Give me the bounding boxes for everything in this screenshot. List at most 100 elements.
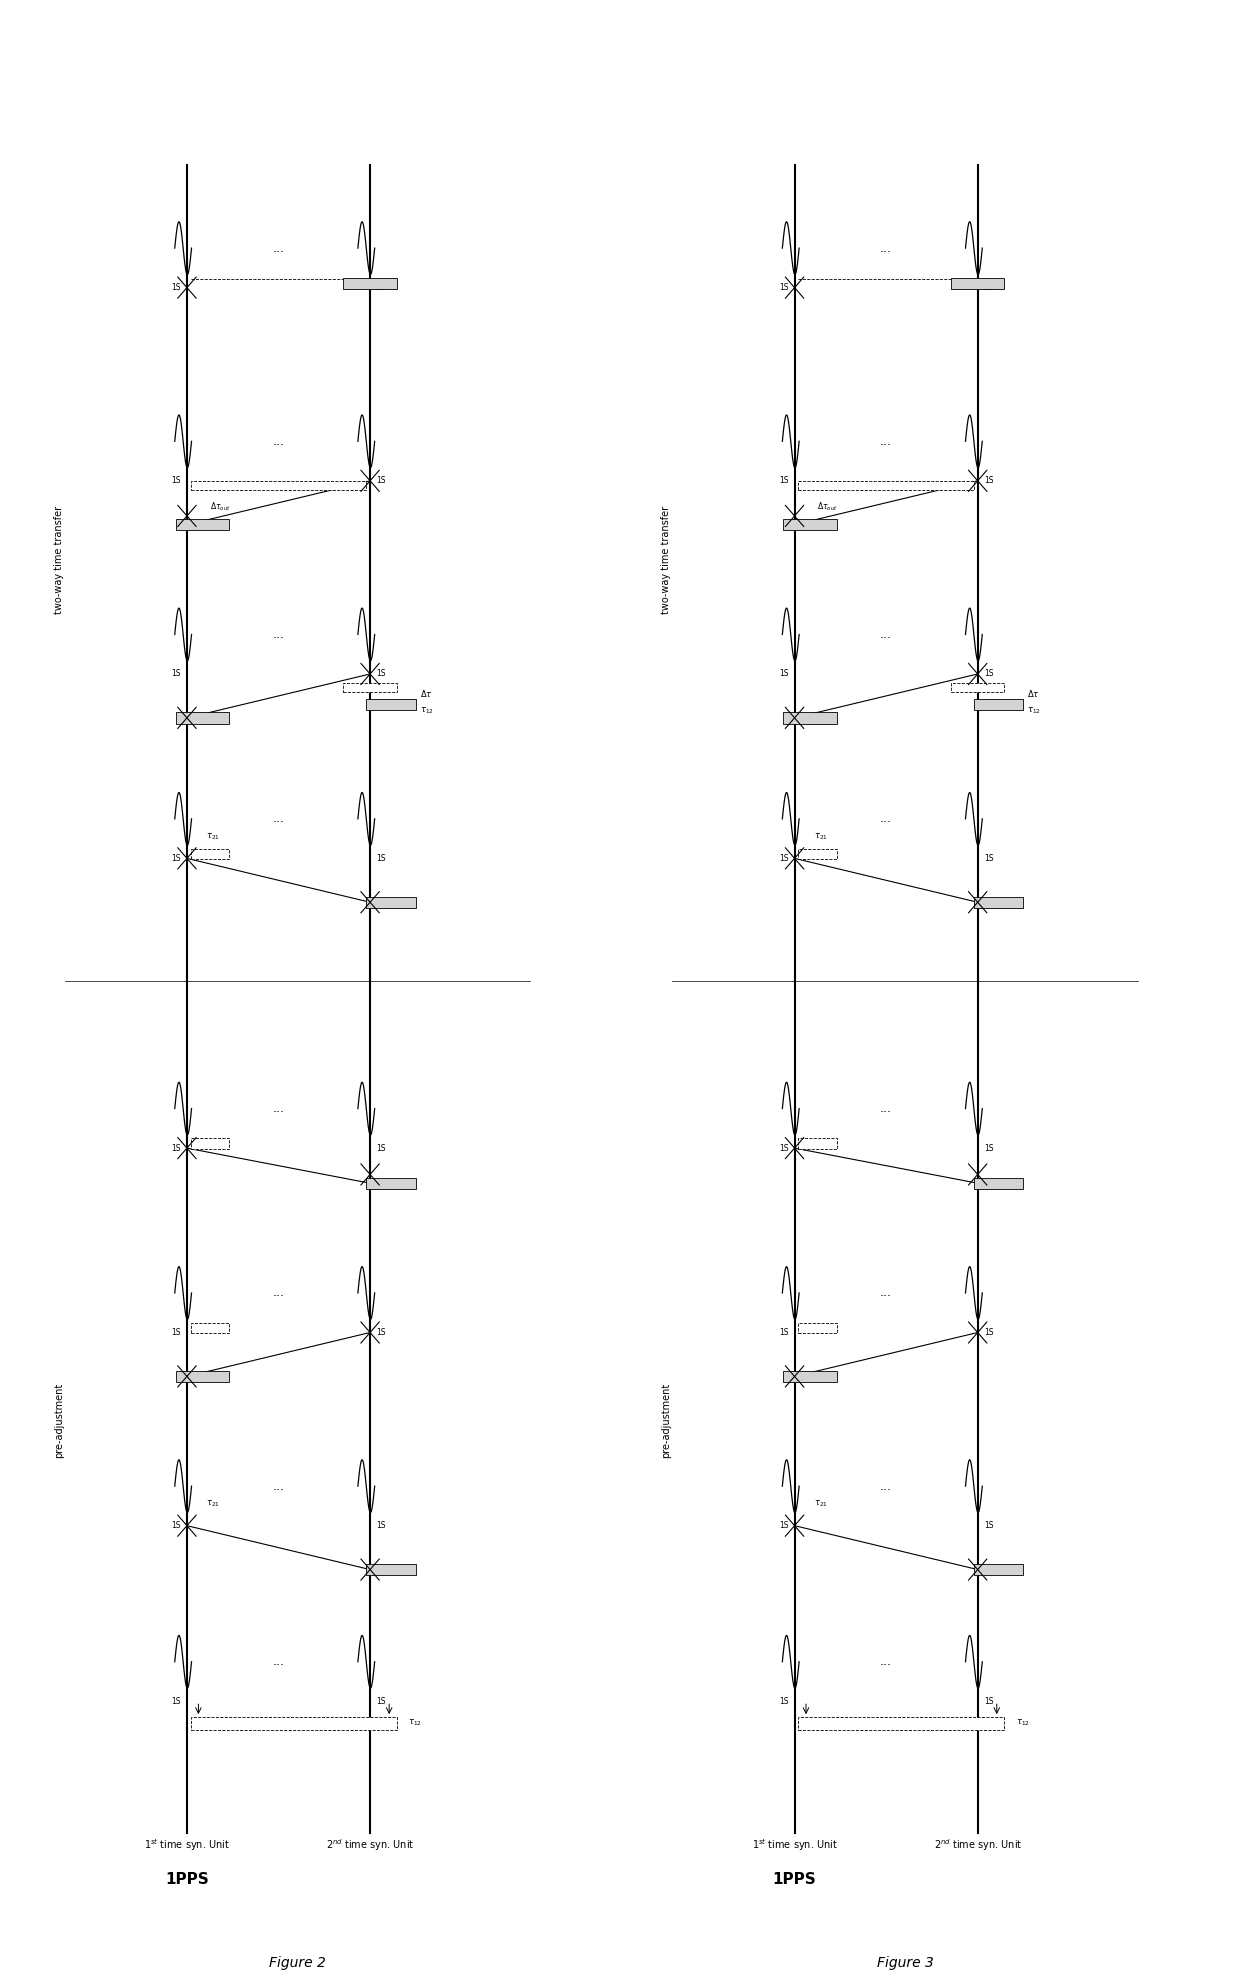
Bar [191,1139,229,1149]
Text: 1S: 1S [779,854,789,862]
Text: Figure 2: Figure 2 [269,1956,326,1970]
Text: 1S: 1S [376,669,386,678]
Text: $1^{st}$ time syn. Unit: $1^{st}$ time syn. Unit [751,1838,837,1853]
Text: pre-adjustment: pre-adjustment [53,1383,63,1458]
Text: 1S: 1S [376,1143,386,1153]
Text: 1S: 1S [779,1143,789,1153]
Bar [366,896,415,908]
Text: $\tau_{12}$: $\tau_{12}$ [419,706,434,716]
Bar [191,1323,229,1333]
Text: 1S: 1S [376,1697,386,1705]
Text: 1S: 1S [779,1697,789,1705]
Bar [951,277,1004,289]
Bar [784,1371,837,1383]
Text: ...: ... [273,241,284,255]
Text: ...: ... [880,241,892,255]
Text: 1S: 1S [983,1327,993,1337]
Text: ...: ... [880,813,892,825]
Text: ...: ... [273,1480,284,1493]
Bar [973,1565,1023,1574]
Text: two-way time transfer: two-way time transfer [53,506,63,613]
Bar [366,698,415,710]
Bar [191,481,366,491]
Bar [366,1565,415,1574]
Text: 1S: 1S [376,1521,386,1531]
Bar [343,682,397,692]
Bar [784,518,837,530]
Text: 1S: 1S [376,1327,386,1337]
Text: $\Delta\tau_{out}$: $\Delta\tau_{out}$ [817,500,838,514]
Text: ...: ... [273,1656,284,1667]
Text: 1S: 1S [983,854,993,862]
Text: 1PPS: 1PPS [165,1873,208,1887]
Text: 1S: 1S [376,854,386,862]
Text: 1S: 1S [171,669,181,678]
Text: 1S: 1S [983,283,993,293]
Text: 1S: 1S [983,1697,993,1705]
Text: $\tau_{12}$: $\tau_{12}$ [1016,1719,1029,1729]
Text: $\Delta\tau$: $\Delta\tau$ [1027,688,1040,698]
Text: $\tau_{21}$: $\tau_{21}$ [206,1499,219,1509]
Text: 1S: 1S [171,854,181,862]
Text: $2^{nd}$ time syn. Unit: $2^{nd}$ time syn. Unit [934,1838,1022,1853]
Text: ...: ... [880,1656,892,1667]
Bar [366,1177,415,1189]
Text: $\tau_{12}$: $\tau_{12}$ [408,1719,422,1729]
Bar [951,682,1004,692]
Text: $\tau_{21}$: $\tau_{21}$ [813,831,827,843]
Text: ...: ... [273,1102,284,1116]
Text: 1S: 1S [376,283,386,293]
Text: $1^{st}$ time syn. Unit: $1^{st}$ time syn. Unit [144,1838,229,1853]
Text: ...: ... [273,435,284,447]
Bar [191,849,229,858]
Text: 1S: 1S [171,477,181,485]
Text: 1S: 1S [171,1327,181,1337]
Text: 1S: 1S [171,283,181,293]
Text: 1S: 1S [779,669,789,678]
Text: 1S: 1S [779,1521,789,1531]
Text: 1S: 1S [983,1143,993,1153]
Text: 1S: 1S [171,1521,181,1531]
Text: ...: ... [880,1480,892,1493]
Bar [799,481,973,491]
Bar [973,896,1023,908]
Bar [191,1717,397,1731]
Bar [799,1323,837,1333]
Bar [973,1177,1023,1189]
Text: 1S: 1S [983,1521,993,1531]
Text: 1S: 1S [779,283,789,293]
Text: 1S: 1S [171,1697,181,1705]
Text: 1S: 1S [171,1143,181,1153]
Text: 1PPS: 1PPS [773,1873,816,1887]
Text: two-way time transfer: two-way time transfer [661,506,671,613]
Bar [799,1139,837,1149]
Text: $\Delta\tau_{out}$: $\Delta\tau_{out}$ [210,500,231,514]
Bar [176,712,229,724]
Bar [799,849,837,858]
Text: ...: ... [273,813,284,825]
Text: $2^{nd}$ time syn. Unit: $2^{nd}$ time syn. Unit [326,1838,414,1853]
Text: $\Delta\tau$: $\Delta\tau$ [419,688,433,698]
Text: 1S: 1S [983,669,993,678]
Bar [176,518,229,530]
Text: 1S: 1S [376,477,386,485]
Text: $\tau_{21}$: $\tau_{21}$ [206,831,219,843]
Bar [784,712,837,724]
Text: $\tau_{21}$: $\tau_{21}$ [813,1499,827,1509]
Text: 1S: 1S [779,1327,789,1337]
Text: pre-adjustment: pre-adjustment [661,1383,671,1458]
Bar [973,698,1023,710]
Text: $\tau_{12}$: $\tau_{12}$ [1027,706,1042,716]
Bar [799,1717,1004,1731]
Bar [343,277,397,289]
Text: ...: ... [880,1102,892,1116]
Text: 1S: 1S [779,477,789,485]
Text: 1S: 1S [983,477,993,485]
Text: ...: ... [880,435,892,447]
Text: ...: ... [880,1286,892,1300]
Text: ...: ... [880,627,892,641]
Text: ...: ... [273,627,284,641]
Bar [176,1371,229,1383]
Text: Figure 3: Figure 3 [877,1956,934,1970]
Text: ...: ... [273,1286,284,1300]
